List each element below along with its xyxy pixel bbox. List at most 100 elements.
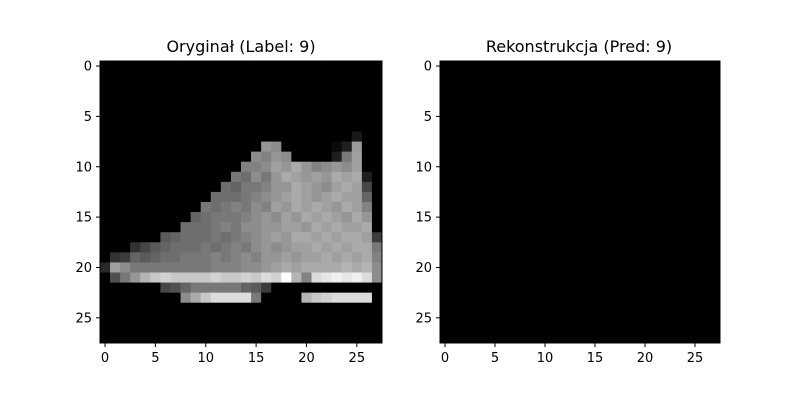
image-pixel	[660, 252, 671, 263]
image-pixel	[670, 161, 681, 173]
image-pixel	[130, 252, 141, 263]
image-pixel	[210, 131, 222, 142]
image-pixel	[460, 81, 471, 92]
image-pixel	[690, 282, 701, 293]
x-tick-label: 20	[298, 351, 315, 366]
image-pixel	[271, 232, 282, 243]
image-pixel	[130, 191, 141, 203]
image-pixel	[180, 322, 191, 334]
image-pixel	[331, 222, 343, 233]
image-pixel	[490, 111, 501, 122]
image-pixel	[440, 282, 451, 293]
image-pixel	[150, 71, 161, 82]
image-pixel	[460, 131, 471, 142]
image-pixel	[220, 161, 232, 173]
image-pixel	[321, 111, 332, 122]
image-pixel	[200, 161, 212, 173]
image-pixel	[700, 111, 711, 122]
image-pixel	[510, 312, 521, 324]
image-pixel	[640, 212, 651, 223]
image-pixel	[230, 191, 242, 203]
image-pixel	[170, 202, 181, 213]
image-pixel	[351, 71, 363, 82]
image-pixel	[580, 242, 591, 253]
image-pixel	[180, 141, 191, 152]
image-pixel	[341, 191, 353, 203]
image-pixel	[440, 322, 451, 334]
image-pixel	[630, 131, 641, 142]
image-pixel	[341, 242, 353, 253]
image-pixel	[341, 262, 353, 273]
image-pixel	[371, 202, 383, 213]
image-pixel	[241, 302, 252, 314]
image-pixel	[620, 212, 631, 223]
image-pixel	[180, 202, 191, 213]
image-pixel	[550, 222, 561, 233]
image-pixel	[220, 191, 232, 203]
image-pixel	[140, 262, 151, 273]
image-pixel	[261, 101, 272, 112]
image-pixel	[220, 222, 232, 233]
image-pixel	[690, 171, 701, 183]
image-pixel	[650, 61, 661, 72]
image-pixel	[500, 212, 511, 223]
image-pixel	[140, 91, 151, 102]
image-pixel	[490, 101, 501, 112]
image-pixel	[230, 141, 242, 152]
image-pixel	[341, 131, 353, 142]
image-pixel	[210, 81, 222, 92]
image-pixel	[291, 262, 302, 273]
image-pixel	[540, 232, 551, 243]
image-pixel	[120, 161, 131, 173]
image-pixel	[251, 322, 262, 334]
image-pixel	[640, 101, 651, 112]
image-pixel	[440, 242, 451, 253]
image-pixel	[630, 121, 641, 132]
image-pixel	[341, 71, 353, 82]
image-pixel	[120, 292, 131, 304]
image-pixel	[670, 242, 681, 253]
image-pixel	[210, 111, 222, 122]
image-pixel	[540, 202, 551, 213]
image-pixel	[341, 212, 353, 223]
image-pixel	[210, 262, 222, 273]
image-pixel	[570, 202, 581, 213]
image-pixel	[190, 232, 202, 243]
image-pixel	[560, 322, 571, 334]
image-pixel	[311, 151, 322, 163]
image-pixel	[440, 252, 451, 263]
image-pixel	[261, 332, 272, 344]
image-pixel	[110, 312, 121, 324]
image-pixel	[660, 141, 671, 152]
image-pixel	[261, 252, 272, 263]
image-pixel	[261, 272, 272, 283]
image-pixel	[321, 101, 332, 112]
image-pixel	[291, 222, 302, 233]
image-pixel	[610, 141, 621, 152]
image-pixel	[580, 61, 591, 72]
image-pixel	[361, 71, 373, 82]
image-pixel	[590, 151, 601, 163]
image-pixel	[361, 212, 373, 223]
image-pixel	[650, 71, 661, 82]
image-pixel	[480, 232, 491, 243]
image-pixel	[600, 91, 611, 102]
image-pixel	[291, 101, 302, 112]
image-pixel	[361, 161, 373, 173]
image-pixel	[110, 131, 121, 142]
image-pixel	[230, 232, 242, 243]
image-pixel	[490, 302, 501, 314]
image-pixel	[301, 61, 312, 72]
image-pixel	[600, 282, 611, 293]
image-pixel	[180, 232, 191, 243]
image-pixel	[251, 81, 262, 92]
image-pixel	[291, 61, 302, 72]
image-pixel	[351, 282, 363, 293]
image-pixel	[710, 111, 721, 122]
image-pixel	[540, 242, 551, 253]
image-pixel	[150, 161, 161, 173]
image-pixel	[150, 202, 161, 213]
image-pixel	[530, 212, 541, 223]
image-pixel	[241, 171, 252, 183]
image-pixel	[120, 121, 131, 132]
